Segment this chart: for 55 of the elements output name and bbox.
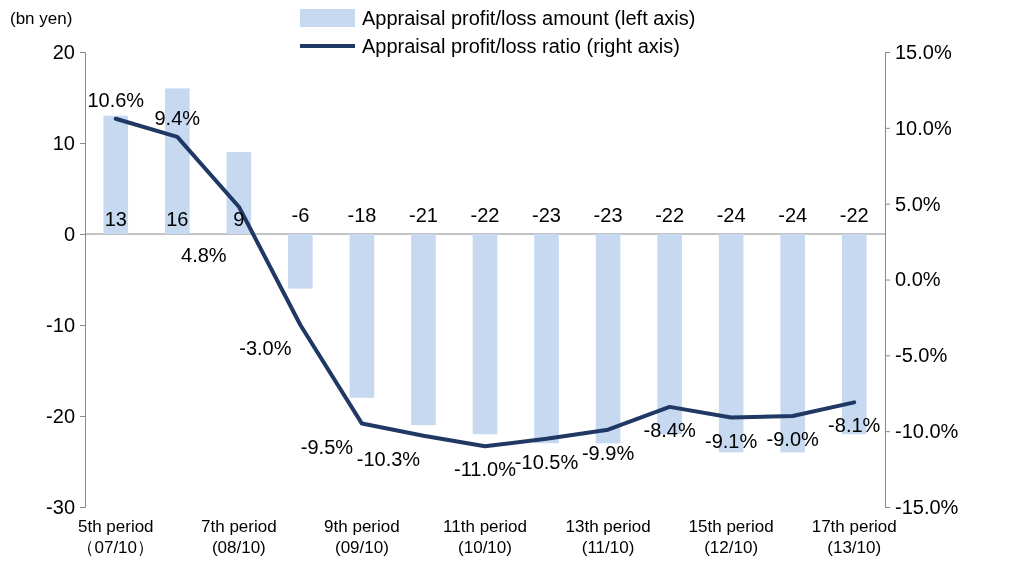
data-label: -24 — [778, 204, 808, 226]
bar — [472, 234, 498, 435]
x-tick-label: 7th period (08/10) — [201, 517, 277, 557]
data-label: -9.9% — [581, 441, 635, 464]
x-tick-label: 13th period (11/10) — [565, 517, 651, 557]
y2-tick-label: 10.0% — [895, 116, 952, 139]
bar — [595, 234, 621, 444]
y-tick-label: -30 — [46, 495, 75, 518]
y-tick-label: 0 — [63, 222, 75, 245]
data-label: 16 — [166, 208, 189, 230]
y2-tick-label: 5.0% — [895, 192, 941, 215]
data-label: -24 — [716, 204, 746, 226]
data-label: 10.6% — [87, 88, 145, 111]
bar — [288, 234, 313, 289]
y2-tick-label: -10.0% — [895, 420, 959, 443]
data-label: -9.5% — [300, 435, 354, 458]
x-tick-label: 15th period (12/10) — [688, 517, 774, 557]
bar — [349, 234, 375, 398]
data-label: -9.0% — [766, 428, 820, 450]
data-label: 4.8% — [181, 244, 227, 266]
legend-label: Appraisal profit/loss ratio (right axis) — [362, 35, 680, 57]
data-label: -11.0% — [454, 458, 517, 481]
y2-tick-label: 0.0% — [895, 268, 941, 291]
bar — [411, 234, 436, 426]
data-label: -22 — [655, 204, 685, 226]
data-label: -8.4% — [643, 418, 696, 441]
data-label: -9.1% — [705, 429, 758, 452]
data-label: -21 — [409, 204, 438, 226]
x-tick-label: 9th period (09/10) — [324, 517, 400, 557]
data-label: -8.1% — [828, 414, 881, 437]
y-tick-label: -10 — [46, 313, 75, 336]
y-tick-label: 20 — [52, 40, 75, 63]
data-label: -22 — [470, 204, 500, 226]
data-label: 13 — [104, 208, 127, 230]
y2-tick-label: -5.0% — [895, 344, 948, 367]
x-tick-label: 5th period （07/10） — [77, 517, 155, 557]
bar — [534, 234, 559, 444]
data-label: -23 — [593, 204, 623, 226]
y2-tick-label: 15.0% — [895, 40, 952, 63]
x-tick-label: 11th period (10/10) — [443, 517, 527, 557]
x-tick-label: 17th period (13/10) — [811, 517, 897, 557]
y-tick-label: 10 — [52, 131, 75, 154]
y2-tick-label: -15.0% — [895, 495, 959, 518]
data-label: 9 — [233, 208, 245, 230]
data-label: -3.0% — [239, 337, 292, 359]
data-label: -18 — [347, 204, 377, 226]
bar — [103, 115, 129, 234]
y-axis-title: (bn yen) — [10, 9, 73, 28]
data-label: -23 — [532, 204, 561, 226]
data-label: -10.3% — [356, 447, 421, 470]
data-label: -6 — [291, 204, 310, 226]
y-tick-label: -20 — [46, 404, 75, 427]
legend-label: Appraisal profit/loss amount (left axis) — [362, 7, 696, 29]
data-label: -22 — [839, 204, 869, 226]
data-label: 9.4% — [154, 106, 201, 129]
